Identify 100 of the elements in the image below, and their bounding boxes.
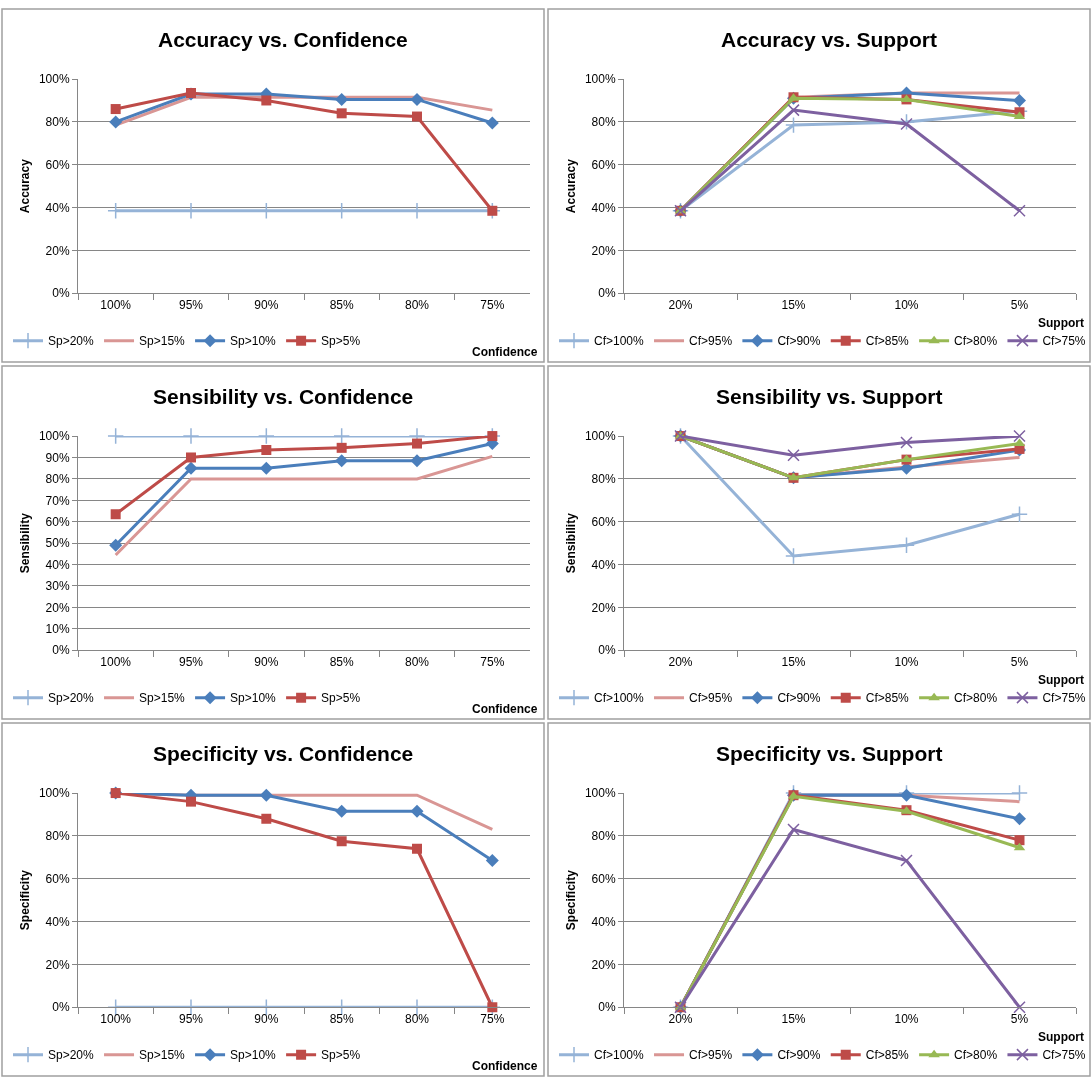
x-axis-title: Confidence xyxy=(472,1059,538,1073)
legend-label: Cf>85% xyxy=(865,1048,910,1063)
y-tick-label: 60% xyxy=(45,157,70,172)
legend-label: Sp>10% xyxy=(230,1048,277,1063)
legend-label: Sp>10% xyxy=(230,691,277,706)
y-tick-label: 80% xyxy=(45,115,70,130)
x-tick-label: 15% xyxy=(781,1011,806,1026)
y-tick-label: 100% xyxy=(584,786,616,801)
x-tick-label: 85% xyxy=(329,297,354,312)
legend-label: Sp>20% xyxy=(48,691,95,706)
y-tick-label: 20% xyxy=(45,243,70,258)
y-tick-label: 0% xyxy=(598,1000,616,1015)
y-tick-label: 30% xyxy=(45,579,70,594)
y-tick-label: 20% xyxy=(45,957,70,972)
x-tick-label: 75% xyxy=(480,654,505,669)
legend-label: Cf>90% xyxy=(777,691,821,706)
chart-title: Specificity vs. Confidence xyxy=(153,742,414,765)
chart-title: Specificity vs. Support xyxy=(716,742,943,765)
y-tick-label: 20% xyxy=(45,600,70,615)
x-tick-label: 5% xyxy=(1010,654,1029,669)
y-tick-label: 0% xyxy=(52,1000,70,1015)
x-tick-label: 95% xyxy=(178,297,204,312)
legend-label: Cf>100% xyxy=(594,334,645,349)
y-tick-label: 40% xyxy=(45,914,70,929)
y-tick-label: 40% xyxy=(591,200,616,215)
y-axis-title: Sensibility xyxy=(564,512,579,574)
x-tick-label: 90% xyxy=(254,1011,279,1026)
chart-title: Sensibility vs. Confidence xyxy=(153,385,414,408)
legend-label: Cf>80% xyxy=(954,334,998,349)
y-tick-label: 40% xyxy=(45,200,70,215)
x-tick-label: 95% xyxy=(178,1011,204,1026)
y-tick-label: 0% xyxy=(52,286,70,301)
y-tick-label: 80% xyxy=(591,115,616,130)
legend-label: Cf>80% xyxy=(954,1048,998,1063)
legend-label: Sp>15% xyxy=(139,1048,186,1063)
y-tick-label: 20% xyxy=(591,600,616,615)
chart-title: Accuracy vs. Support xyxy=(721,28,937,51)
legend-label: Cf>95% xyxy=(689,334,733,349)
y-tick-label: 50% xyxy=(45,536,70,551)
x-axis-title: Support xyxy=(1038,316,1084,330)
y-tick-label: 80% xyxy=(591,472,616,487)
y-axis-title: Accuracy xyxy=(564,158,579,214)
y-tick-label: 100% xyxy=(584,72,616,87)
legend-label: Cf>95% xyxy=(689,1048,733,1063)
x-tick-label: 20% xyxy=(668,1011,693,1026)
x-tick-label: 75% xyxy=(480,1011,505,1026)
x-tick-label: 20% xyxy=(668,297,693,312)
legend-label: Sp>15% xyxy=(139,334,186,349)
legend-label: Cf>75% xyxy=(1042,334,1086,349)
x-tick-label: 80% xyxy=(404,297,430,312)
y-tick-label: 20% xyxy=(591,243,616,258)
legend-label: Cf>75% xyxy=(1042,1048,1086,1063)
y-tick-label: 40% xyxy=(45,557,70,572)
y-tick-label: 20% xyxy=(591,957,616,972)
y-tick-label: 80% xyxy=(591,829,616,844)
legend-label: Cf>90% xyxy=(777,334,821,349)
y-tick-label: 80% xyxy=(45,829,70,844)
x-tick-label: 10% xyxy=(894,654,919,669)
y-tick-label: 0% xyxy=(598,643,616,658)
y-tick-label: 90% xyxy=(45,450,70,465)
x-axis-title: Support xyxy=(1038,1030,1084,1044)
legend-label: Cf>100% xyxy=(594,1048,645,1063)
legend-label: Sp>5% xyxy=(321,1048,361,1063)
legend-label: Cf>85% xyxy=(865,691,910,706)
x-tick-label: 100% xyxy=(100,654,132,669)
legend-label: Cf>85% xyxy=(865,334,910,349)
y-axis-title: Sensibility xyxy=(18,512,33,574)
x-axis-title: Confidence xyxy=(472,702,538,716)
y-tick-label: 40% xyxy=(591,557,616,572)
y-tick-label: 100% xyxy=(38,72,70,87)
x-tick-label: 75% xyxy=(480,297,505,312)
y-tick-label: 60% xyxy=(45,871,70,886)
legend-label: Cf>90% xyxy=(777,1048,821,1063)
x-tick-label: 15% xyxy=(781,654,806,669)
y-tick-label: 100% xyxy=(38,429,70,444)
chart-title: Accuracy vs. Confidence xyxy=(158,28,408,51)
legend-label: Sp>5% xyxy=(321,691,361,706)
x-tick-label: 10% xyxy=(894,297,919,312)
legend-label: Cf>75% xyxy=(1042,691,1086,706)
x-tick-label: 90% xyxy=(254,297,279,312)
x-axis-title: Support xyxy=(1038,673,1084,687)
legend-label: Cf>95% xyxy=(689,691,733,706)
x-tick-label: 20% xyxy=(668,654,693,669)
y-axis-title: Accuracy xyxy=(18,158,33,214)
x-tick-label: 85% xyxy=(329,654,354,669)
x-tick-label: 90% xyxy=(254,654,279,669)
legend-label: Cf>100% xyxy=(594,691,645,706)
y-tick-label: 0% xyxy=(598,286,616,301)
y-tick-label: 100% xyxy=(584,429,616,444)
y-tick-label: 60% xyxy=(591,514,616,529)
y-tick-label: 100% xyxy=(38,786,70,801)
x-tick-label: 100% xyxy=(100,1011,132,1026)
y-tick-label: 80% xyxy=(45,472,70,487)
legend-label: Cf>80% xyxy=(954,691,998,706)
y-axis-title: Specificity xyxy=(18,869,33,931)
y-tick-label: 60% xyxy=(45,514,70,529)
x-tick-label: 10% xyxy=(894,1011,919,1026)
y-tick-label: 70% xyxy=(45,493,70,508)
x-tick-label: 100% xyxy=(100,297,132,312)
chart-title: Sensibility vs. Support xyxy=(716,385,943,408)
